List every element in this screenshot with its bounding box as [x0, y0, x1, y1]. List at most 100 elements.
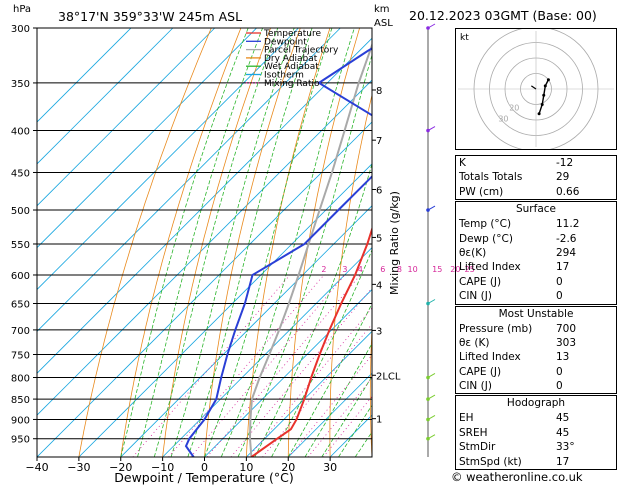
pressure-tick-label: 550: [11, 240, 30, 251]
wind-barb: [427, 373, 436, 378]
wind-barb: [427, 434, 436, 440]
temperature-tick-label: 0: [201, 461, 208, 474]
isotherm-line: [37, 28, 299, 291]
pressure-tick-label: 700: [11, 326, 30, 337]
hodograph-index-row: EH 45: [459, 412, 570, 425]
surface-box: Surface Temp (°C) 11.2 Dewp (°C) -2.6 θε(K…: [455, 201, 617, 305]
most-unstable-row: Pressure (mb) 700: [459, 322, 577, 335]
wet-adiabat-line: [137, 28, 263, 457]
legend-label: Dewpoint: [264, 37, 307, 47]
hodograph-point: [540, 103, 544, 106]
km-tick-label: 1: [376, 415, 382, 426]
legend-label: Parcel Trajectory: [264, 46, 339, 56]
copyright: © weatheronline.co.uk: [451, 470, 583, 484]
dry-adiabat-line: [204, 28, 301, 457]
isotherm-line: [78, 163, 372, 457]
plot-frame: [36, 27, 373, 458]
pressure-tick-label: 450: [11, 168, 30, 179]
hodograph-indices-box: Hodograph EH 45 SREH 45 StmDir 33° StmSpd (…: [455, 395, 617, 471]
wind-barb: [427, 126, 436, 131]
isotherm-line: [37, 28, 174, 165]
mixing-ratio-label: 8: [397, 265, 402, 274]
pressure-tick-label: 600: [11, 271, 30, 282]
surface-row: CIN (J) 0: [459, 290, 563, 303]
temperature-tick-label: −10: [151, 461, 174, 474]
hodograph-indices-title: Hodograph: [506, 397, 566, 410]
km-tick-label: 4: [376, 280, 382, 291]
km-tick-label: 8: [376, 86, 382, 97]
skewt-axes: 3003504004505005506006507007508008509009…: [11, 24, 337, 474]
dry-adiabat-line: [410, 28, 449, 457]
dry-adiabat-line: [287, 28, 360, 457]
temperature-tick-label: 20: [281, 461, 295, 474]
wind-barb: [427, 299, 436, 304]
wet-adiabat-line: [271, 248, 372, 457]
km-tick-label: 5: [376, 233, 382, 244]
isotherm-line: [37, 28, 257, 249]
surface-row: Dewp (°C) -2.6: [459, 232, 577, 245]
temperature-tick-label: −30: [67, 461, 90, 474]
legend-label: Wet Adiabat: [264, 62, 319, 72]
skewt-curves: [184, 42, 372, 457]
km-tick-label: 7: [376, 136, 382, 147]
temperature-tick-label: 10: [239, 461, 253, 474]
surface-row: θε(K) 294: [459, 246, 577, 259]
hodograph-panel: 20 30 kt: [455, 26, 617, 152]
most-unstable-row: CAPE (J) 0: [459, 365, 563, 378]
hodograph-ring-label: 20: [509, 104, 519, 113]
pressure-tick-label: 900: [11, 415, 30, 426]
hodograph-index-row: SREH 45: [459, 426, 570, 439]
temperature-tick-label: 30: [323, 461, 337, 474]
hodograph-ring-label: 30: [498, 115, 508, 124]
isotherm-line: [246, 330, 372, 457]
hodograph-point: [543, 84, 547, 88]
indices-top-box: K -12 Totals Totals 29 PW (cm) 0.66: [455, 155, 617, 201]
wet-adiabat-line: [304, 342, 372, 457]
isotherm-line: [37, 28, 216, 207]
mixing-ratio-label: 25: [465, 265, 475, 274]
isotherm-line: [37, 79, 372, 416]
temperature-tick-label: −20: [109, 461, 132, 474]
x-axis-label: Dewpoint / Temperature (°C): [114, 470, 293, 485]
pressure-tick-label: 750: [11, 350, 30, 361]
dry-adiabat-line: [622, 28, 629, 457]
isotherm-line: [37, 121, 372, 457]
wet-adiabat-line: [237, 53, 372, 457]
pressure-tick-label: 650: [11, 300, 30, 311]
legend-label: Mixing Ratio: [264, 79, 320, 89]
location-title: 38°17'N 359°33'W 245m ASL: [58, 9, 242, 24]
surface-row: CAPE (J) 0: [459, 275, 563, 288]
asl-label: ASL: [374, 18, 393, 29]
km-tick-label: 3: [376, 326, 382, 337]
pressure-tick-label: 300: [11, 24, 30, 35]
hpa-label: hPa: [13, 4, 31, 15]
mixing-ratio-label: 15: [432, 265, 442, 274]
legend-label: Isotherm: [264, 71, 304, 81]
legend-label: Dry Adiabat: [264, 54, 318, 64]
isotherm-line: [204, 288, 372, 457]
hodograph-index-row: StmSpd (kt) 17: [459, 455, 570, 468]
mixing-ratio-line: [132, 274, 291, 457]
pressure-tick-label: 400: [11, 127, 30, 138]
most-unstable-title: Most Unstable: [498, 307, 574, 320]
temperature-line: [250, 226, 372, 457]
dewpoint-line: [184, 47, 372, 457]
wind-barb: [427, 394, 436, 400]
wet-adiabat-line: [254, 162, 372, 457]
mixing-ratio-line: [248, 307, 372, 457]
mixing-ratio-label: 6: [380, 265, 385, 274]
pressure-tick-label: 850: [11, 395, 30, 406]
surface-title: Surface: [515, 203, 556, 216]
mixing-ratio-line: [322, 395, 372, 457]
wet-adiabat-line: [204, 28, 333, 457]
temperature-tick-label: −40: [25, 461, 48, 474]
wind-barb: [427, 23, 436, 29]
km-tick-label: 6: [376, 185, 382, 196]
pressure-tick-label: 350: [11, 79, 30, 90]
legend-label: Temperature: [263, 29, 321, 39]
mixing-ratio-line: [307, 377, 372, 457]
mixing-ratio-axis-label: Mixing Ratio (g/kg): [388, 191, 401, 295]
wet-adiabat-line: [287, 303, 372, 457]
pressure-tick-label: 800: [11, 373, 30, 384]
